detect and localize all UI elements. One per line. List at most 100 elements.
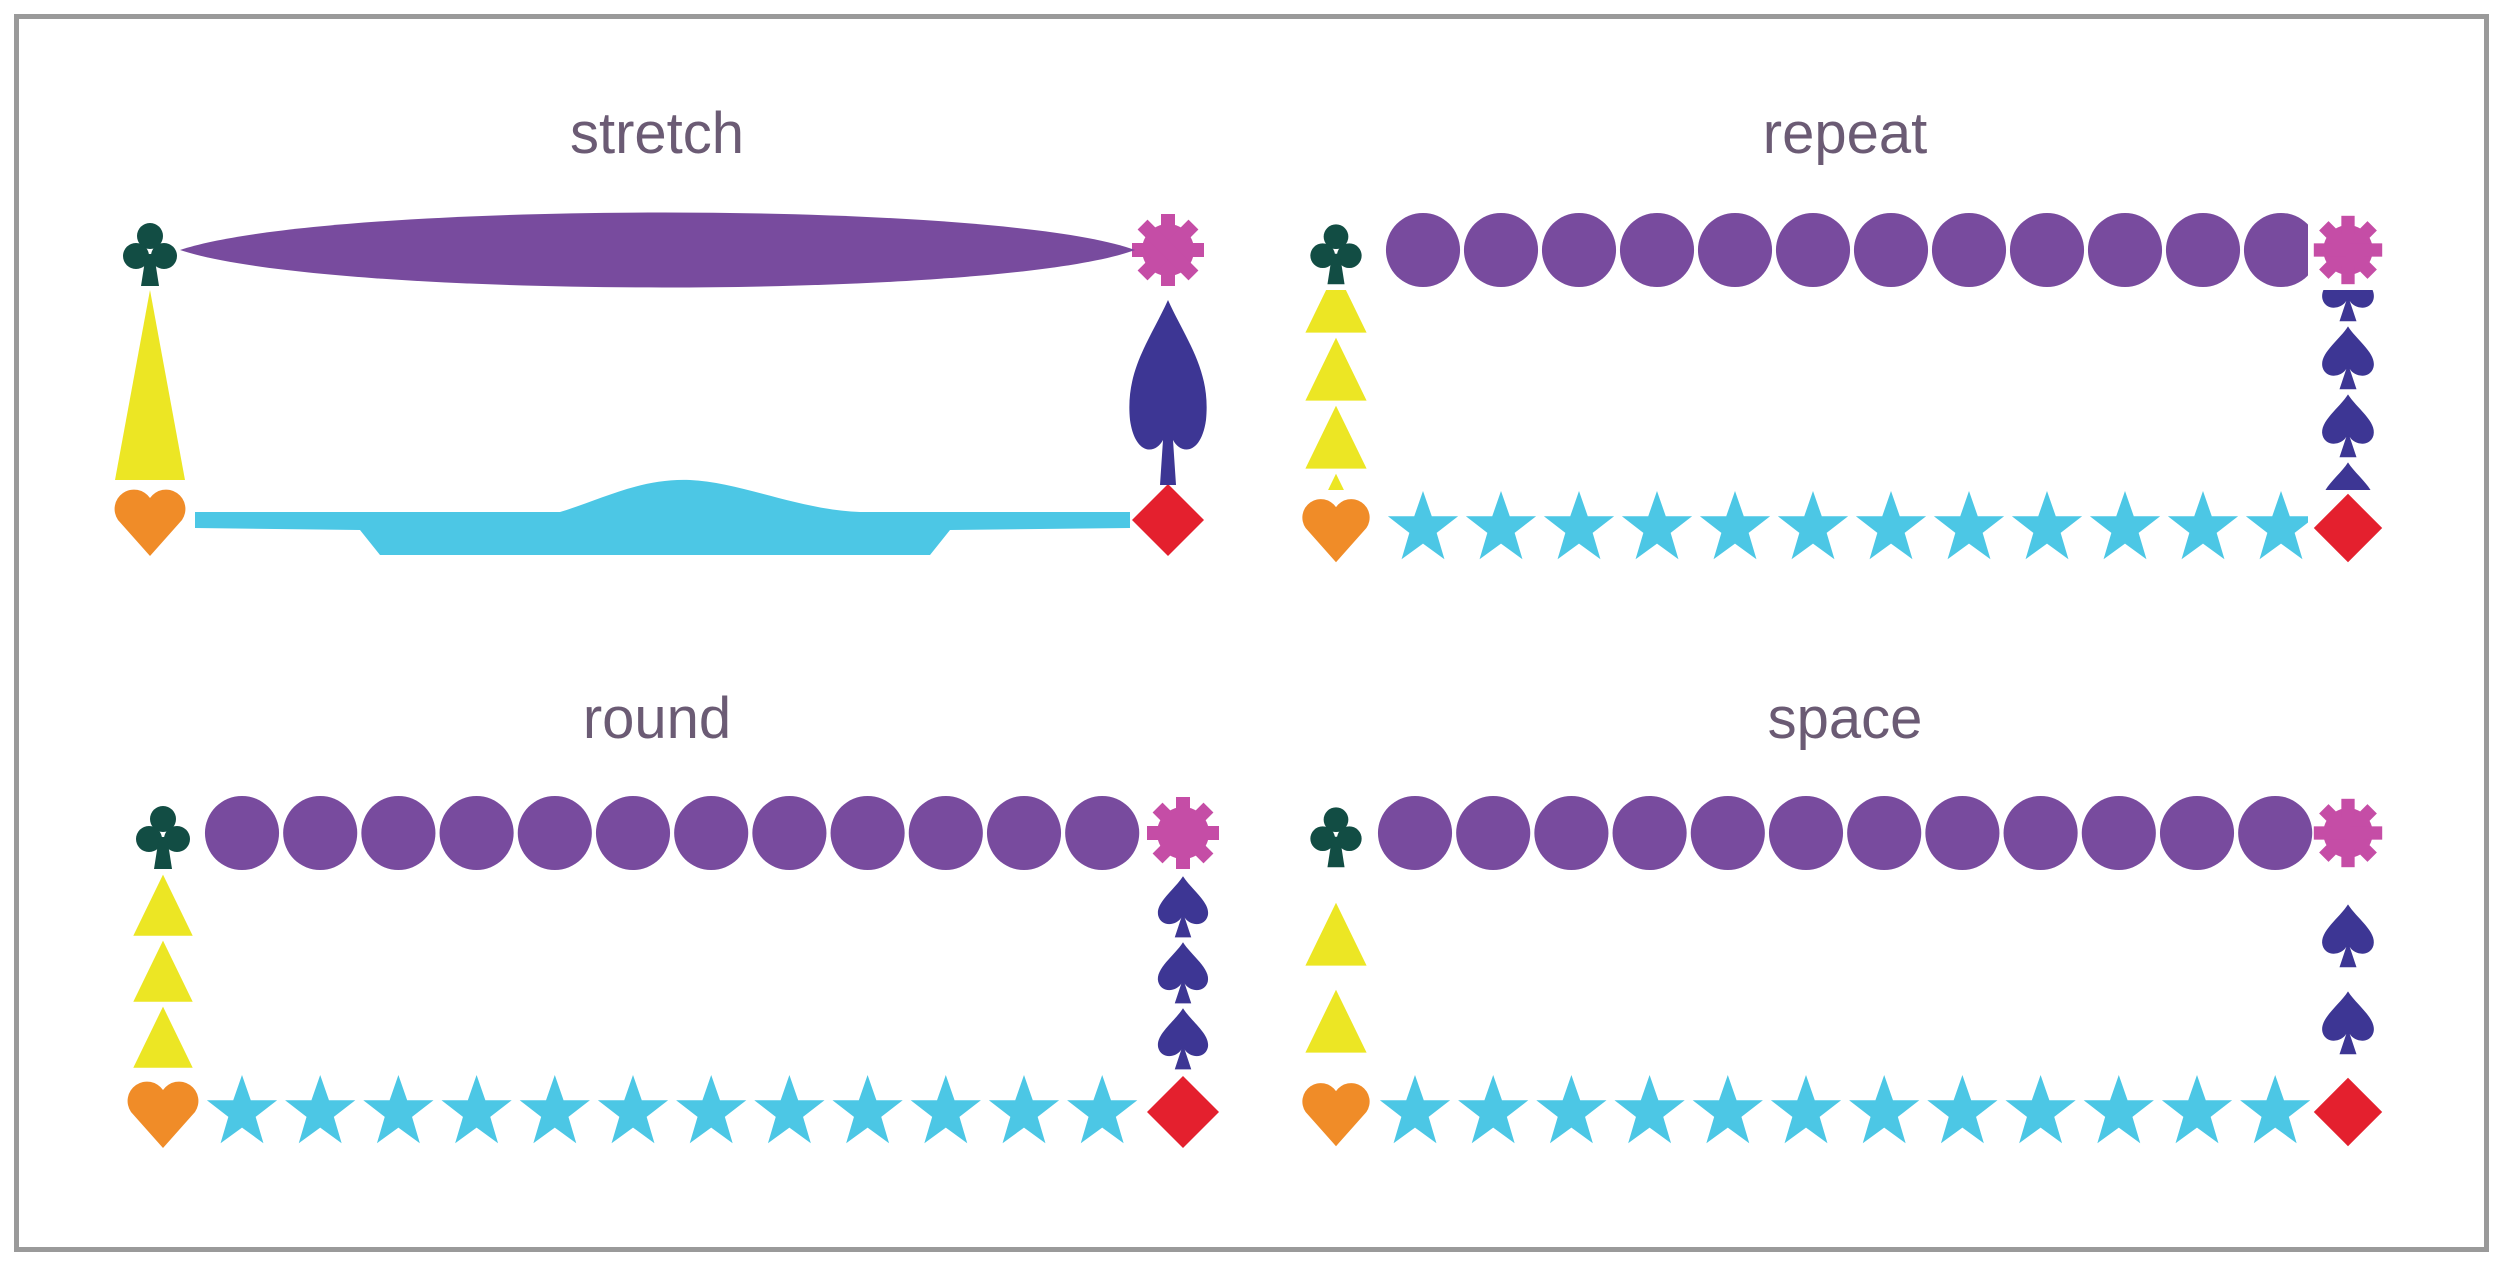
star-icon <box>754 1074 825 1144</box>
circle-icon <box>1690 795 1765 871</box>
stretched-star-edge <box>195 479 1130 555</box>
spade-icon <box>2322 904 2374 968</box>
circle-icon <box>1463 212 1539 288</box>
stretched-triangle-edge <box>115 290 185 480</box>
top-edge <box>204 795 1140 871</box>
heart-icon <box>127 1081 199 1148</box>
star-icon <box>1379 1074 1451 1144</box>
left-edge <box>1305 290 1367 490</box>
star-icon <box>2245 490 2308 560</box>
circle-icon <box>752 795 827 871</box>
star-icon <box>363 1074 434 1144</box>
circle-icon <box>439 795 514 871</box>
star-icon <box>1543 490 1615 560</box>
star-icon <box>1621 490 1693 560</box>
star-icon <box>2161 1074 2233 1144</box>
club-icon <box>123 223 177 286</box>
heart-icon <box>114 489 186 556</box>
star-icon <box>1067 1074 1138 1144</box>
diamond-icon <box>2313 1077 2383 1147</box>
triangle-icon <box>133 874 193 936</box>
circle-icon <box>2243 212 2308 288</box>
circle-icon <box>283 795 358 871</box>
star-icon <box>1458 1074 1529 1144</box>
bottom-edge <box>1387 490 2308 560</box>
star-icon <box>1777 490 1849 560</box>
top-edge <box>1377 795 2313 871</box>
circle-icon <box>1925 795 2000 871</box>
star-icon <box>1536 1074 1607 1144</box>
star-icon <box>2011 490 2083 560</box>
star-icon <box>2167 490 2239 560</box>
circle-icon <box>595 795 671 871</box>
star-icon <box>1614 1074 1685 1144</box>
circle-icon <box>2238 795 2313 871</box>
star-icon <box>1770 1074 1842 1144</box>
circle-icon <box>2165 212 2241 288</box>
circle-icon <box>517 795 592 871</box>
spade-icon <box>2322 991 2374 1055</box>
circle-icon <box>1847 795 1922 871</box>
club-icon <box>1310 807 1362 868</box>
gear-icon <box>2313 215 2383 285</box>
panel-space <box>1302 795 2383 1147</box>
star-icon <box>285 1074 356 1144</box>
circle-icon <box>1931 212 2007 288</box>
star-icon <box>910 1074 981 1144</box>
circle-icon <box>1612 795 1687 871</box>
star-icon <box>2083 1074 2154 1144</box>
spade-icon <box>1157 942 1209 1004</box>
heart-icon <box>1302 499 1370 563</box>
diamond-icon <box>2313 493 2383 563</box>
stretched-circle-edge <box>180 212 1135 288</box>
star-icon <box>519 1074 590 1144</box>
top-edge <box>1385 212 2308 288</box>
panel-stretch <box>114 212 1207 556</box>
gear-icon <box>1132 214 1204 286</box>
star-icon <box>1855 490 1927 560</box>
circle-icon <box>2087 212 2163 288</box>
spade-icon <box>2322 394 2374 458</box>
left-edge <box>1305 902 1367 1053</box>
circle-icon <box>2003 795 2078 871</box>
spade-icon <box>1157 1008 1209 1070</box>
star-icon <box>1465 490 1537 560</box>
diamond-icon <box>1132 484 1204 556</box>
triangle-icon <box>133 940 193 1002</box>
circle-icon <box>1768 795 1844 871</box>
panel-repeat <box>1302 212 2383 563</box>
circle-icon <box>1619 212 1695 288</box>
star-icon <box>1927 1074 1998 1144</box>
circle-icon <box>2159 795 2235 871</box>
star-icon <box>1699 490 1771 560</box>
title-round: round <box>582 686 732 751</box>
star-icon <box>1849 1074 1920 1144</box>
diamond-icon <box>1147 1076 1219 1148</box>
triangle-icon <box>1305 902 1367 966</box>
triangle-icon <box>1305 405 1367 469</box>
circle-icon <box>1534 795 1609 871</box>
star-icon <box>2005 1074 2076 1144</box>
club-icon <box>1310 224 1362 285</box>
spade-icon <box>1157 876 1209 938</box>
circle-icon <box>2009 212 2085 288</box>
right-edge <box>1157 876 1209 1070</box>
star-icon <box>597 1074 669 1144</box>
circle-icon <box>1697 212 1773 288</box>
star-icon <box>676 1074 747 1144</box>
gear-icon <box>2313 798 2383 868</box>
circle-icon <box>674 795 749 871</box>
circle-icon <box>986 795 1062 871</box>
bottom-edge <box>206 1074 1138 1144</box>
circle-icon <box>2081 795 2156 871</box>
right-edge <box>2322 904 2374 1055</box>
star-icon <box>988 1074 1060 1144</box>
circle-icon <box>204 795 280 871</box>
title-repeat: repeat <box>1762 101 1928 166</box>
panel-round <box>127 795 1219 1148</box>
star-icon <box>1387 490 1459 560</box>
star-icon <box>206 1074 278 1144</box>
circle-icon <box>1853 212 1929 288</box>
circle-icon <box>1065 795 1140 871</box>
star-icon <box>1692 1074 1763 1144</box>
